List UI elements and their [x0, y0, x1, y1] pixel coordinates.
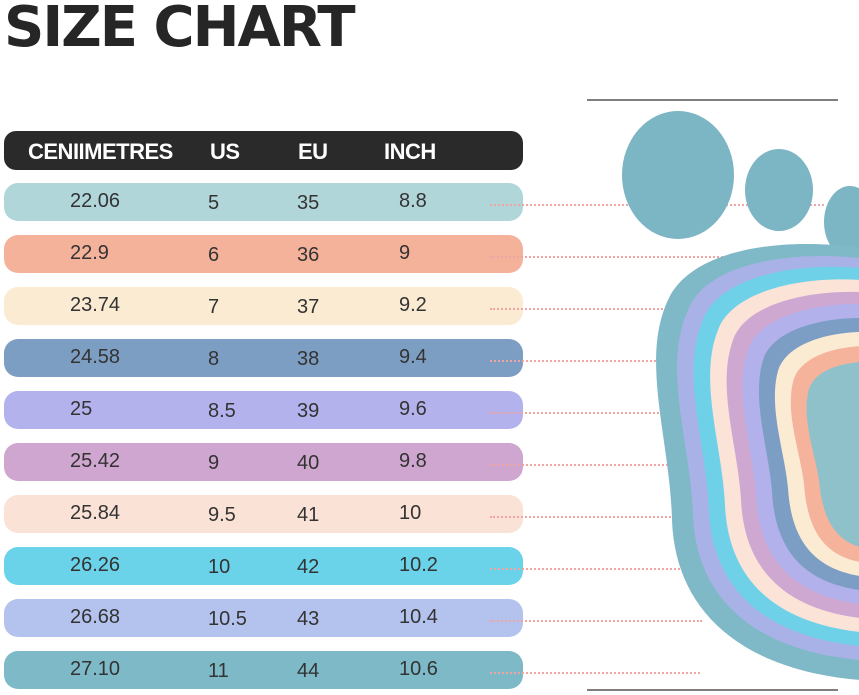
table-row: 25.84 9.5 41 10 [4, 495, 523, 533]
cell-centimetres: 25.84 [70, 502, 121, 524]
cell-eu: 35 [297, 192, 320, 214]
table-row: 24.58 8 38 9.4 [4, 339, 523, 377]
header-centimetres: CENIIMETRES [28, 139, 173, 164]
cell-us: 8 [208, 348, 220, 370]
cell-us: 7 [208, 296, 220, 318]
cell-us: 9 [208, 452, 220, 474]
cell-us: 9.5 [208, 504, 236, 526]
cell-inch: 9.4 [399, 346, 427, 368]
third-toe-icon [824, 186, 859, 258]
measurement-guide-line [490, 516, 718, 518]
cell-eu: 37 [297, 296, 320, 318]
cell-eu: 43 [297, 608, 320, 630]
cell-centimetres: 26.26 [70, 554, 121, 576]
measurement-guide-line [490, 464, 720, 466]
cell-us: 5 [208, 192, 220, 214]
measurement-guide-line [490, 412, 722, 414]
cell-eu: 36 [297, 244, 320, 266]
cell-centimetres: 22.9 [70, 242, 109, 264]
measurement-guide-line [490, 308, 770, 310]
cell-us: 6 [208, 244, 220, 266]
table-row: 27.10 11 44 10.6 [4, 651, 523, 689]
cell-inch: 9 [399, 242, 411, 264]
cell-inch: 10 [399, 502, 422, 524]
cell-us: 10.5 [208, 608, 247, 630]
cell-inch: 9.2 [399, 294, 427, 316]
big-toe-icon [622, 111, 734, 239]
cell-inch: 8.8 [399, 190, 427, 212]
sole-rings [656, 244, 859, 680]
second-toe-icon [745, 149, 813, 231]
measurement-guide-line [490, 672, 700, 674]
cell-inch: 10.6 [399, 658, 438, 680]
cell-eu: 41 [297, 504, 320, 526]
cell-centimetres: 25.42 [70, 450, 121, 472]
cell-us: 11 [208, 660, 229, 682]
table-row: 25.42 9 40 9.8 [4, 443, 523, 481]
cell-inch: 10.2 [399, 554, 438, 576]
cell-eu: 44 [297, 660, 320, 682]
measurement-guide-line [490, 620, 702, 622]
header-inch: INCH [384, 139, 436, 164]
cell-us: 8.5 [208, 400, 236, 422]
table-row: 22.06 5 35 8.8 [4, 183, 523, 221]
cell-eu: 39 [297, 400, 320, 422]
header-eu: EU [298, 139, 328, 164]
cell-us: 10 [208, 556, 231, 578]
table-header: CENIIMETRES US EU INCH [4, 131, 523, 170]
table-row: 22.9 6 36 9 [4, 235, 523, 273]
cell-centimetres: 27.10 [70, 658, 121, 680]
cell-inch: 10.4 [399, 606, 438, 628]
cell-centimetres: 23.74 [70, 294, 121, 316]
cell-centimetres: 22.06 [70, 190, 121, 212]
cell-inch: 9.8 [399, 450, 427, 472]
page-title: SIZE CHART [4, 0, 356, 60]
cell-centimetres: 24.58 [70, 346, 121, 368]
header-us: US [210, 139, 240, 164]
table-row: 23.74 7 37 9.2 [4, 287, 523, 325]
measurement-guide-line [490, 568, 708, 570]
table-row: 26.26 10 42 10.2 [4, 547, 523, 585]
measurement-guide-line [490, 360, 748, 362]
cell-eu: 40 [297, 452, 320, 474]
table-row: 26.68 10.5 43 10.4 [4, 599, 523, 637]
measurement-guide-line [490, 256, 790, 258]
cell-centimetres: 26.68 [70, 606, 121, 628]
cell-inch: 9.6 [399, 398, 427, 420]
table-row: 25 8.5 39 9.6 [4, 391, 523, 429]
cell-centimetres: 25 [70, 398, 93, 420]
cell-eu: 42 [297, 556, 320, 578]
cell-eu: 38 [297, 348, 320, 370]
